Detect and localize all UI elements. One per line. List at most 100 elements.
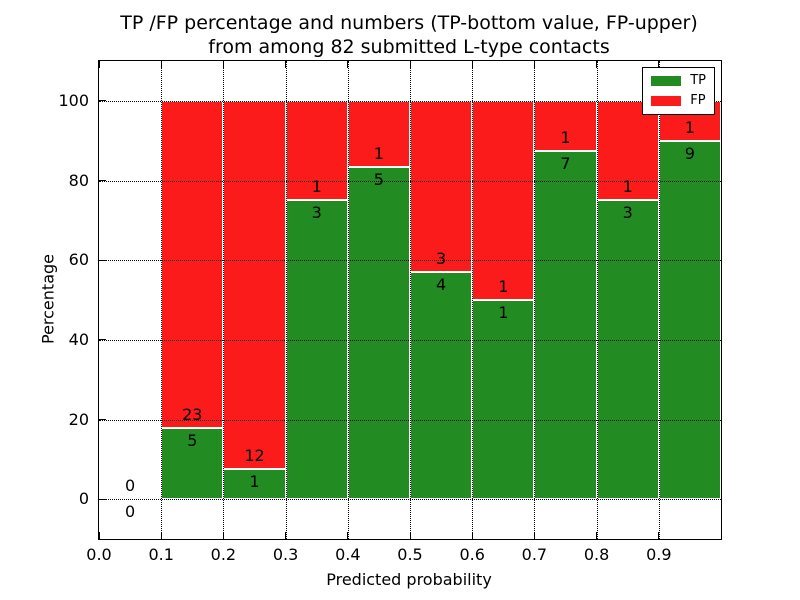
y-tick (99, 498, 106, 500)
plot-area: TP FP 0 20 40 60 80 100 0.0 0.1 0.2 0.3 0.4 0.5 0.6 0… (58, 60, 722, 564)
fp-count-label: 23 (182, 405, 203, 425)
fp-count-label: 1 (622, 177, 633, 197)
x-tick-label: 0.6 (459, 545, 485, 564)
x-tick-top (98, 61, 100, 68)
tp-count-label: 3 (622, 203, 633, 223)
x-gridline (223, 61, 225, 539)
legend-entry-fp: FP (651, 94, 706, 108)
x-tick (160, 532, 162, 539)
x-tick-top (658, 61, 660, 68)
tp-count-label: 0 (125, 502, 136, 522)
x-gridline (161, 61, 163, 539)
tp-bar-segment (658, 140, 721, 500)
tp-count-label: 9 (684, 143, 695, 163)
fp-bar-segment (347, 100, 410, 168)
tp-count-label: 5 (373, 170, 384, 190)
y-tick-label: 60 (68, 250, 89, 270)
x-tick (409, 532, 411, 539)
tp-count-label: 5 (187, 431, 198, 451)
y-tick-label: 0 (78, 489, 89, 509)
x-tick (347, 532, 349, 539)
x-tick (471, 532, 473, 539)
fp-bar-segment (285, 100, 348, 201)
x-tick (222, 532, 224, 539)
x-tick (285, 532, 287, 539)
y-tick-label: 100 (58, 90, 89, 110)
x-gridline (658, 61, 660, 539)
x-tick-top (347, 61, 349, 68)
tp-count-label: 1 (249, 471, 260, 491)
fp-legend-swatch (651, 96, 682, 106)
chart-title: TP /FP percentage and numbers (TP-bottom… (98, 11, 720, 59)
fp-count-label: 1 (373, 144, 384, 164)
tp-bar-segment (223, 468, 286, 500)
x-tick-top (160, 61, 162, 68)
fp-legend-label: FP (690, 93, 706, 108)
y-tick-label: 20 (68, 409, 89, 429)
y-tick (99, 339, 106, 341)
x-tick-top (285, 61, 287, 68)
x-tick-label: 0.9 (646, 545, 672, 564)
x-tick-top (222, 61, 224, 68)
x-gridline (347, 61, 349, 539)
y-tick (99, 180, 106, 181)
tp-count-label: 3 (311, 203, 322, 223)
fp-bar-segment (161, 100, 224, 429)
tp-bar-segment (410, 271, 473, 500)
x-tick-label: 0.3 (272, 545, 299, 564)
x-gridline (472, 61, 474, 539)
tp-bar-segment (472, 300, 535, 500)
tp-count-label: 1 (498, 303, 509, 322)
y-tick (99, 259, 106, 261)
x-tick-top (409, 61, 411, 68)
x-tick-label: 0.4 (335, 545, 361, 564)
x-tick-top (596, 61, 598, 68)
fp-count-label: 1 (560, 127, 571, 147)
fp-count-label: 12 (244, 445, 265, 465)
tp-bar-segment (161, 428, 224, 500)
x-gridline (596, 61, 598, 539)
x-tick-top (471, 61, 473, 68)
tp-bar-segment (285, 200, 348, 500)
tp-count-label: 4 (436, 274, 447, 294)
x-gridline (285, 61, 287, 539)
tp-count-label: 7 (560, 153, 571, 173)
y-tick (99, 100, 106, 102)
fp-count-label: 1 (498, 277, 509, 296)
chart-title-line2: from among 82 submitted L-type contacts (208, 36, 610, 58)
fp-bar-segment (223, 100, 286, 469)
x-tick-label: 0.1 (148, 545, 174, 564)
fp-count-label: 3 (436, 248, 447, 268)
x-tick-label: 0.0 (86, 545, 112, 564)
x-tick (533, 532, 535, 539)
fp-bar-segment (472, 100, 535, 300)
x-tick-label: 0.2 (210, 545, 237, 564)
y-tick-label: 80 (68, 170, 89, 190)
legend: TP FP (642, 67, 715, 115)
tp-bar-segment (596, 200, 659, 500)
x-gridline (534, 61, 536, 539)
x-tick (98, 532, 100, 539)
legend-entry-tp: TP (651, 74, 706, 88)
y-tick (99, 419, 106, 420)
tp-legend-swatch (651, 76, 682, 86)
x-tick-label: 0.8 (583, 545, 610, 564)
fp-count-label: 1 (684, 117, 695, 137)
x-gridline (410, 61, 411, 539)
x-tick-top (533, 61, 535, 68)
x-tick-label: 0.5 (397, 545, 423, 564)
tp-bar-segment (347, 167, 410, 500)
fp-count-label: 0 (125, 476, 136, 496)
tp-legend-label: TP (690, 73, 706, 88)
tp-bar-segment (534, 150, 597, 500)
fp-bar-segment (596, 100, 659, 201)
x-axis-label: Predicted probability (326, 570, 492, 589)
fp-count-label: 1 (311, 177, 322, 197)
chart-title-line1: TP /FP percentage and numbers (TP-bottom… (120, 12, 698, 34)
x-tick (596, 532, 598, 539)
x-tick-label: 0.7 (521, 545, 548, 564)
x-tick (658, 532, 660, 539)
fp-bar-segment (410, 100, 473, 272)
y-tick-label: 40 (68, 329, 89, 349)
